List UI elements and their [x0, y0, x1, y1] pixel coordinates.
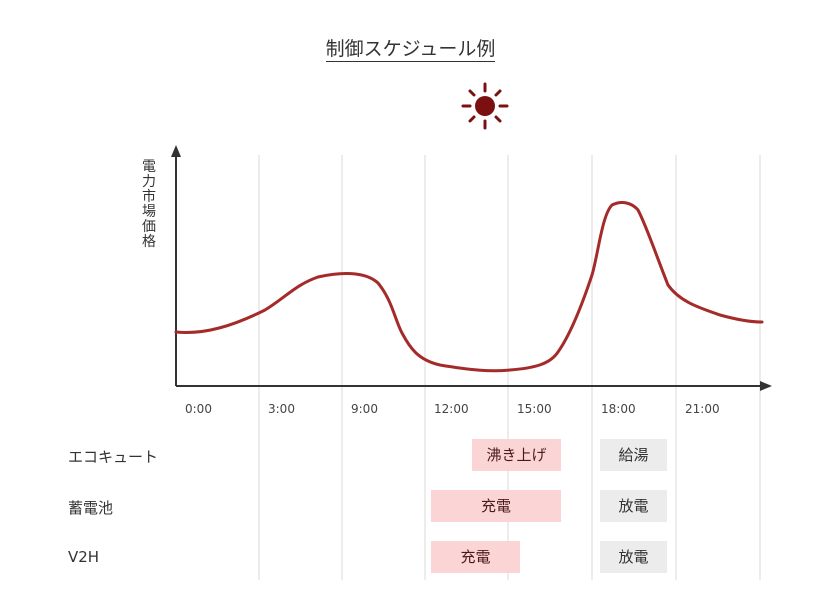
x-axis-arrow: [760, 381, 772, 391]
x-tick-label: 0:00: [185, 402, 212, 416]
price-curve: [174, 201, 764, 373]
block-v2h-charge: 充電: [431, 541, 520, 573]
sun-icon: [461, 82, 509, 130]
block-ecocute-hotwater: 給湯: [600, 439, 667, 471]
row-label-battery: 蓄電池: [68, 499, 114, 517]
x-tick-label: 18:00: [601, 402, 636, 416]
x-tick-label: 21:00: [685, 402, 720, 416]
x-tick-label: 12:00: [434, 402, 469, 416]
y-axis-arrow: [171, 145, 181, 157]
block-v2h-discharge: 放電: [600, 541, 667, 573]
block-battery-charge: 充電: [431, 490, 561, 522]
x-tick-labels: 0:00 3:00 9:00 12:00 15:00 18:00 21:00: [185, 402, 720, 416]
row-label-ecocute: エコキュート: [68, 448, 159, 466]
diagram-title: 制御スケジュール例: [325, 38, 496, 62]
x-tick-label: 9:00: [351, 402, 378, 416]
block-ecocute-heating: 沸き上げ: [472, 439, 561, 471]
x-tick-label: 15:00: [517, 402, 552, 416]
row-label-v2h: V2H: [68, 548, 100, 566]
x-tick-label: 3:00: [268, 402, 295, 416]
y-axis-label: 電力市場価格: [142, 159, 156, 250]
block-battery-discharge: 放電: [600, 490, 667, 522]
